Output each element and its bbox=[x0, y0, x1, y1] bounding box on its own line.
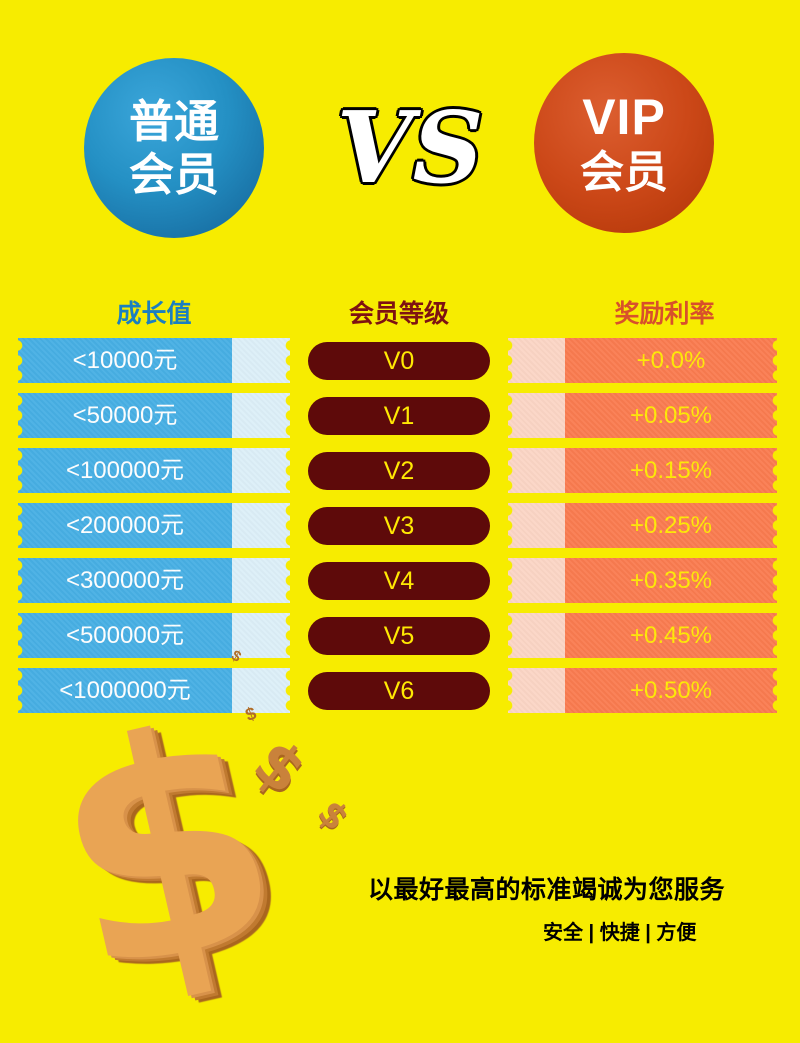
regular-member-badge: 普通 会员 bbox=[84, 58, 264, 238]
vip-line1: VIP bbox=[582, 88, 666, 145]
growth-ticket: <100000元 bbox=[17, 448, 291, 493]
ticket-stub bbox=[232, 448, 290, 493]
regular-member-line1: 普通 bbox=[128, 95, 219, 147]
rate-value: +0.35% bbox=[565, 558, 777, 603]
rate-ticket: +0.25% bbox=[507, 503, 778, 548]
ticket-stub bbox=[508, 448, 565, 493]
growth-value: <500000元 bbox=[18, 613, 232, 658]
dollar-sign-decoration-medium: $ bbox=[240, 724, 320, 809]
table-row: <50000元 V1 +0.05% bbox=[0, 393, 800, 438]
ticket-stub bbox=[508, 338, 565, 383]
growth-ticket: <500000元 bbox=[17, 613, 291, 658]
growth-ticket: <10000元 bbox=[17, 338, 291, 383]
ticket-stub bbox=[508, 558, 565, 603]
ticket-stub bbox=[508, 668, 565, 713]
ticket-stub bbox=[232, 558, 290, 603]
ticket-stub bbox=[232, 338, 290, 383]
table-row: <100000元 V2 +0.15% bbox=[0, 448, 800, 493]
growth-ticket: <50000元 bbox=[17, 393, 291, 438]
growth-value: <10000元 bbox=[18, 338, 232, 383]
table-row: <10000元 V0 +0.0% bbox=[0, 338, 800, 383]
table-header-row: 成长值 会员等级 奖励利率 bbox=[0, 294, 800, 330]
growth-ticket: <1000000元 bbox=[17, 668, 291, 713]
ticket-stub bbox=[232, 393, 290, 438]
regular-member-line2: 会员 bbox=[128, 149, 219, 200]
growth-value: <200000元 bbox=[18, 503, 232, 548]
rate-value: +0.0% bbox=[565, 338, 777, 383]
rate-ticket: +0.45% bbox=[507, 613, 778, 658]
dollar-sign-decoration-large: $ bbox=[25, 656, 308, 1043]
growth-ticket: <200000元 bbox=[17, 503, 291, 548]
ticket-stub bbox=[508, 393, 565, 438]
rate-value: +0.15% bbox=[565, 448, 777, 493]
level-pill: V5 bbox=[308, 616, 490, 655]
level-pill: V4 bbox=[308, 561, 490, 600]
rate-ticket: +0.0% bbox=[507, 338, 778, 383]
ticket-stub bbox=[508, 613, 565, 658]
ticket-stub bbox=[232, 503, 290, 548]
growth-value: <1000000元 bbox=[18, 668, 232, 713]
rate-value: +0.25% bbox=[565, 503, 777, 548]
table-row: <500000元 V5 +0.45% bbox=[0, 613, 800, 658]
rate-ticket: +0.35% bbox=[507, 558, 778, 603]
rate-value: +0.45% bbox=[565, 613, 777, 658]
level-pill: V6 bbox=[308, 671, 490, 710]
comparison-table: <10000元 V0 +0.0% <50000元 V1 +0.05% <100000元 V2 +… bbox=[0, 338, 800, 723]
table-row: <1000000元 V6 +0.50% bbox=[0, 668, 800, 713]
level-pill: V0 bbox=[308, 341, 490, 380]
level-pill: V3 bbox=[308, 506, 490, 545]
rate-value: +0.50% bbox=[565, 668, 777, 713]
dollar-sign-decoration-small: $ bbox=[309, 792, 357, 839]
column-header-rate: 奖励利率 bbox=[614, 300, 715, 328]
growth-value: <300000元 bbox=[18, 558, 232, 603]
level-pill: V2 bbox=[308, 451, 490, 490]
column-header-growth: 成长值 bbox=[116, 300, 192, 328]
vip-comparison-poster: 普通 会员 VS VIP 会员 成长值 会员等级 奖励利率 <10000元 V0 +… bbox=[0, 53, 800, 1043]
table-row: <300000元 V4 +0.35% bbox=[0, 558, 800, 603]
ticket-stub bbox=[508, 503, 565, 548]
service-slogan: 以最好最高的标准竭诚为您服务 bbox=[368, 876, 726, 904]
vs-label: VS bbox=[336, 91, 484, 206]
rate-ticket: +0.05% bbox=[507, 393, 778, 438]
growth-value: <50000元 bbox=[18, 393, 232, 438]
growth-value: <100000元 bbox=[18, 448, 232, 493]
rate-ticket: +0.15% bbox=[507, 448, 778, 493]
vip-line2: 会员 bbox=[580, 147, 668, 197]
rate-value: +0.05% bbox=[565, 393, 777, 438]
table-row: <200000元 V3 +0.25% bbox=[0, 503, 800, 548]
service-tagline: 安全 | 快捷 | 方便 bbox=[543, 922, 697, 944]
rate-ticket: +0.50% bbox=[507, 668, 778, 713]
level-pill: V1 bbox=[308, 396, 490, 435]
growth-ticket: <300000元 bbox=[17, 558, 291, 603]
vip-member-badge: VIP 会员 bbox=[534, 53, 714, 233]
ticket-stub bbox=[232, 668, 290, 713]
column-header-level: 会员等级 bbox=[348, 300, 449, 328]
